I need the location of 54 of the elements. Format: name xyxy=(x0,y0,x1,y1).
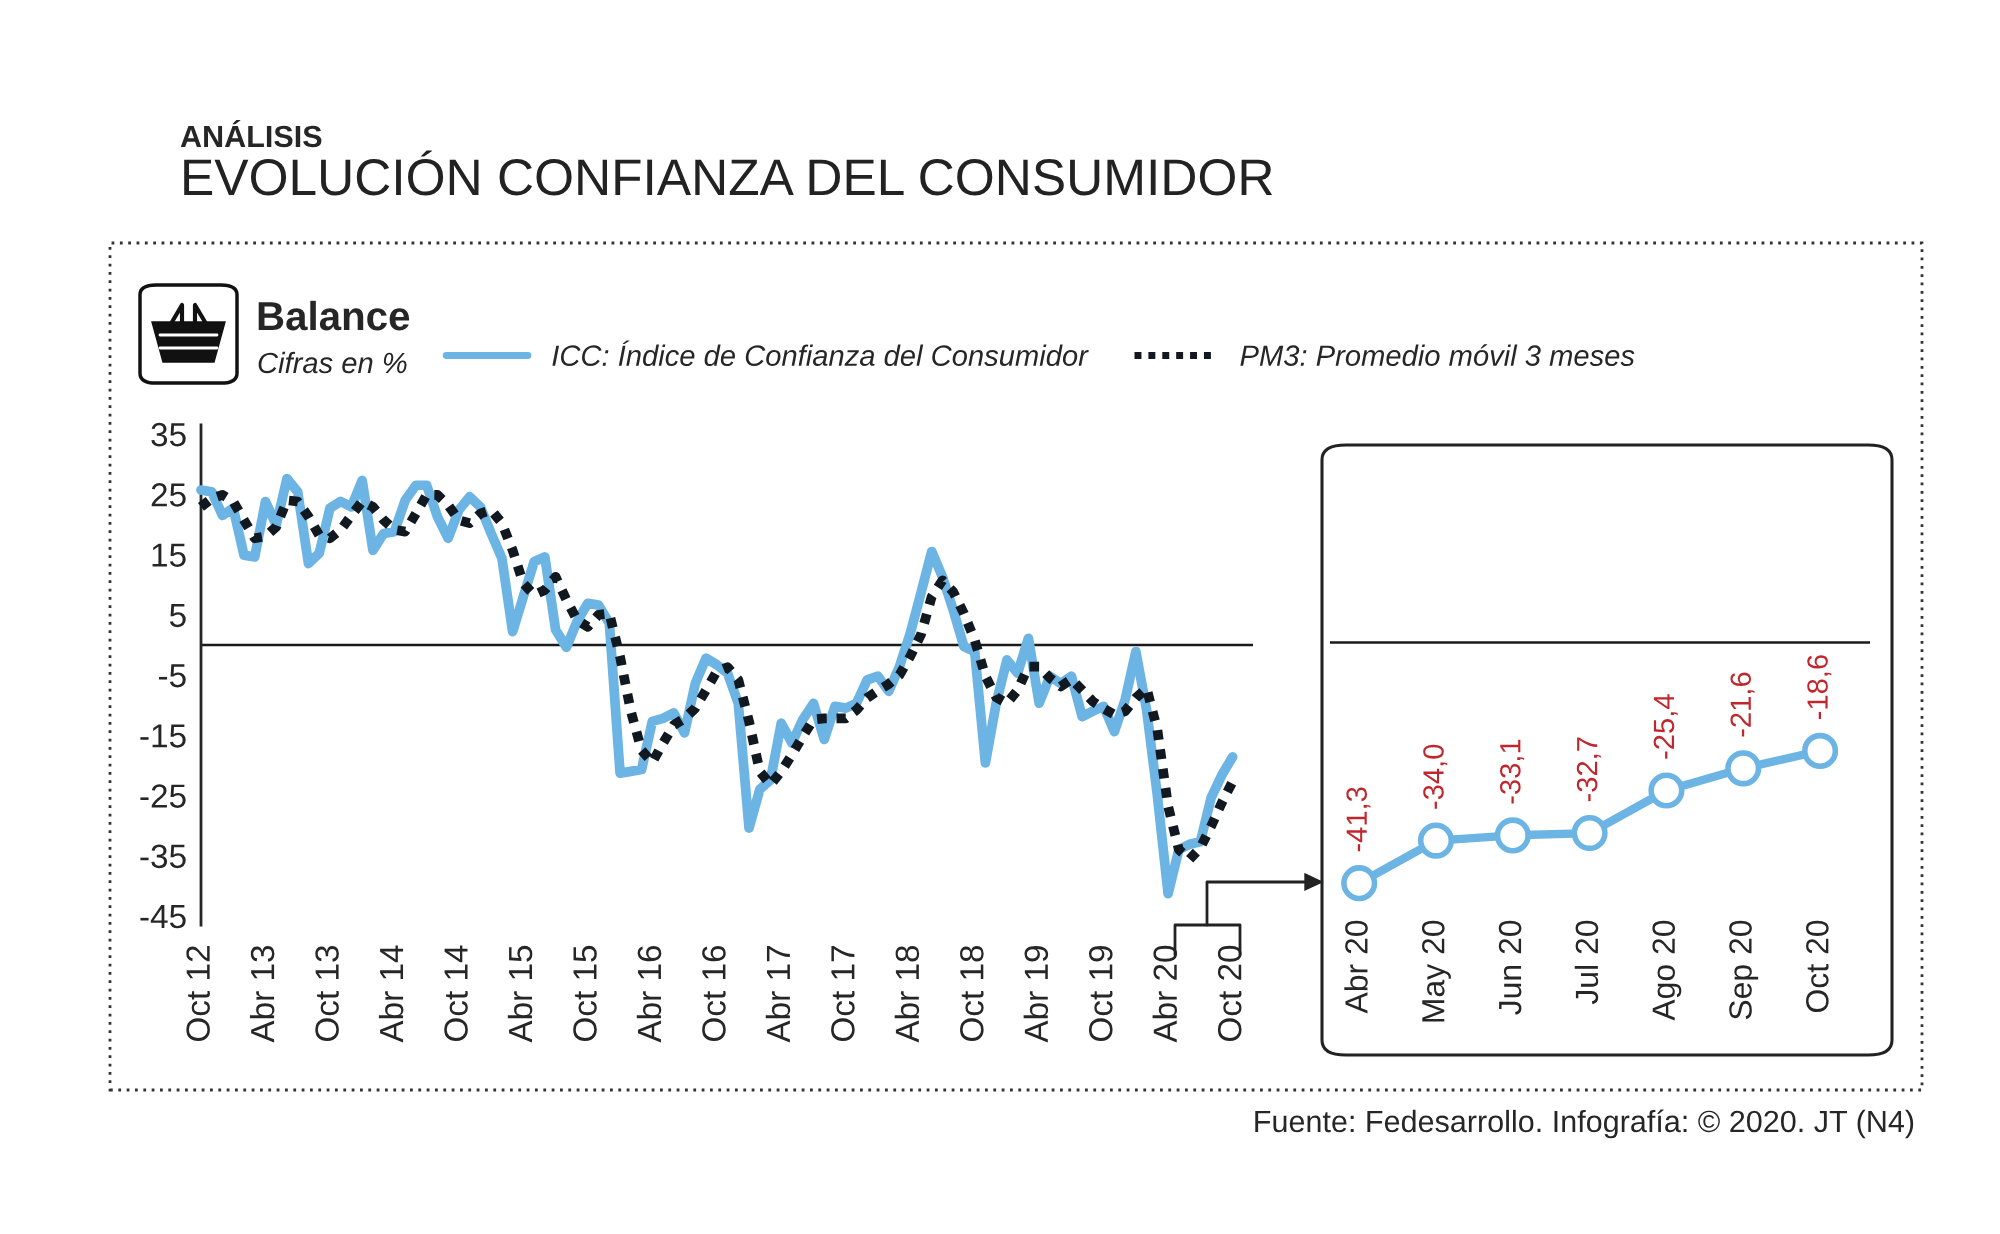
x-tick-label: Oct 18 xyxy=(960,945,984,1042)
source-note: Fuente: Fedesarrollo. Infografía: © 2020. JT (N4) xyxy=(1255,1109,1914,1139)
x-tick-label: Oct 19 xyxy=(1088,946,1113,1042)
y-tick-label: -45 xyxy=(140,905,186,929)
legend-label: PM3: Promedio móvil 3 meses xyxy=(1240,344,1635,366)
data-label: -21,6 xyxy=(1730,672,1755,737)
y-tick-label: -25 xyxy=(140,784,186,808)
x-tick-label: Oct 12 xyxy=(186,946,210,1042)
x-tick-label: Abr 17 xyxy=(765,946,791,1043)
legend-label: ICC: Índice de Confianza del Consumidor xyxy=(552,340,1089,366)
y-tick-label: 5 xyxy=(169,603,186,628)
data-label: -18,6 xyxy=(1807,655,1832,720)
x-tick-label: Abr 15 xyxy=(507,945,533,1043)
x-tick-label: Abr 16 xyxy=(636,945,662,1043)
x-tick-label: Jun 20 xyxy=(1498,920,1522,1015)
x-tick-label: Oct 20 xyxy=(1217,945,1242,1042)
point xyxy=(1648,772,1685,809)
y-tick-label: 15 xyxy=(152,543,186,567)
y-tick-label: -35 xyxy=(140,844,186,869)
y-tick-label: 25 xyxy=(151,483,186,507)
x-tick-label: Jul 20 xyxy=(1574,920,1599,1005)
x-tick-label: Ago 20 xyxy=(1652,920,1682,1021)
text: ANÁLISIS xyxy=(180,119,322,148)
x-tick-label: Abr 20 xyxy=(1344,920,1368,1014)
point xyxy=(1341,865,1378,902)
x-tick-label: Abr 18 xyxy=(894,945,920,1043)
x-tick-label: Oct 16 xyxy=(702,945,726,1042)
x-tick-label: Abr 20 xyxy=(1152,945,1178,1043)
point xyxy=(1725,750,1762,787)
x-tick-label: Abr 19 xyxy=(1023,946,1049,1043)
y-tick-label: -15 xyxy=(140,724,186,748)
y-axis-title: Cifras en % xyxy=(258,351,407,374)
data-label: -25,4 xyxy=(1653,694,1678,759)
y-tick-label: 35 xyxy=(151,422,186,447)
chart-subtitle: Balance xyxy=(258,300,410,331)
y-tick-label: -5 xyxy=(158,664,186,688)
data-label: -33,1 xyxy=(1499,739,1525,804)
point xyxy=(1494,817,1531,854)
data-label: -41,3 xyxy=(1346,787,1371,852)
x-tick-label: May 20 xyxy=(1421,920,1451,1022)
x-tick-label: Abr 13 xyxy=(249,945,275,1043)
x-tick-label: Sep 20 xyxy=(1729,920,1759,1020)
x-tick-label: Oct 20 xyxy=(1806,920,1829,1013)
point xyxy=(1802,732,1839,769)
data-label: -34,0 xyxy=(1423,744,1448,809)
point xyxy=(1571,814,1608,852)
x-tick-label: Oct 13 xyxy=(315,945,339,1042)
x-tick-label: Oct 14 xyxy=(444,945,468,1042)
x-tick-label: Abr 14 xyxy=(378,945,404,1043)
x-tick-label: Oct 17 xyxy=(831,946,855,1042)
data-label: -32,7 xyxy=(1576,737,1601,802)
x-tick-label: Oct 15 xyxy=(573,945,597,1042)
point xyxy=(1417,822,1455,859)
chart-title: EVOLUCIÓN CONFIANZA DEL CONSUMIDOR xyxy=(184,150,1273,196)
